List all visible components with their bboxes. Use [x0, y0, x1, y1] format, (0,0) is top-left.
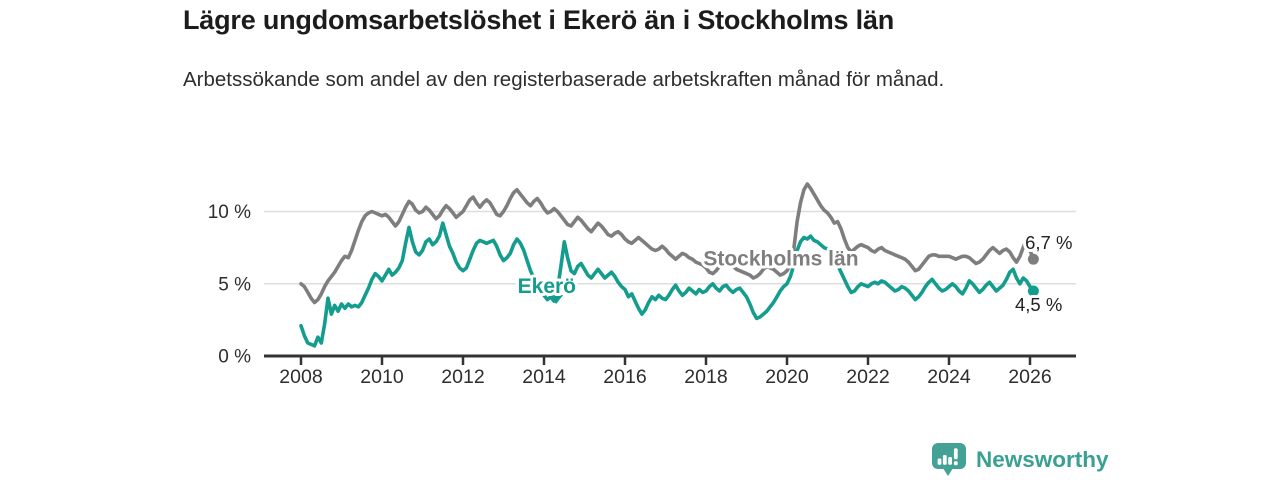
exclamation-dot	[953, 461, 958, 466]
y-tick-label: 5 %	[218, 274, 251, 295]
x-tick-label: 2024	[927, 366, 971, 388]
newsworthy-logo: Newsworthy	[931, 442, 1109, 478]
bar-medium	[942, 455, 947, 465]
newsworthy-logo-text: Newsworthy	[976, 447, 1109, 472]
exclamation-bar	[953, 448, 958, 460]
end-value-label: 4,5 %	[1015, 294, 1062, 315]
series-label: Stockholms län	[703, 248, 858, 271]
x-tick-label: 2010	[360, 366, 404, 388]
end-dot-stockholms-l-n	[1027, 253, 1039, 265]
label-pointer-triangle	[549, 294, 564, 304]
bar-chart-bubble-icon	[932, 443, 966, 476]
x-tick-label: 2018	[684, 366, 727, 388]
x-tick-label: 2008	[279, 366, 322, 388]
end-dot-eker-	[1027, 285, 1039, 297]
x-tick-label: 2020	[765, 366, 809, 388]
y-tick-label: 10 %	[208, 202, 251, 223]
x-tick-label: 2016	[603, 366, 646, 388]
page-title: Lägre ungdomsarbetslöshet i Ekerö än i S…	[183, 5, 895, 35]
x-tick-label: 2014	[522, 366, 566, 388]
bar-tall	[948, 457, 952, 465]
series-label: Ekerö	[518, 275, 576, 298]
series-line-stockholms-l-n	[299, 182, 1036, 305]
x-tick-label: 2012	[441, 366, 484, 388]
x-tick-label: 2022	[846, 366, 889, 388]
end-value-label: 6,7 %	[1025, 232, 1072, 253]
page-subtitle: Arbetssökande som andel av den registerb…	[183, 68, 945, 91]
bar-small	[937, 458, 942, 465]
series-line-eker-	[299, 221, 1036, 348]
y-tick-label: 0 %	[218, 347, 251, 368]
x-tick-label: 2026	[1008, 366, 1051, 388]
